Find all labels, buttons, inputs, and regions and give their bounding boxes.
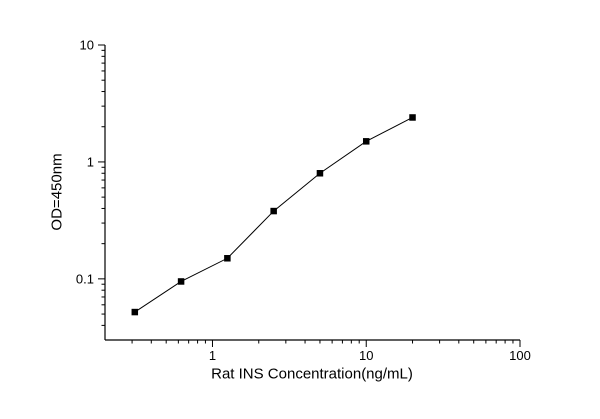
- y-axis-label: OD=450nm: [48, 153, 66, 231]
- data-point-marker: [362, 138, 370, 145]
- data-point-marker: [270, 207, 277, 215]
- x-axis-label: Rat INS Concentration(ng/mL): [211, 365, 413, 383]
- data-point-marker: [316, 170, 324, 177]
- data-point-marker: [224, 255, 231, 262]
- y-tick-label: 1: [87, 154, 94, 169]
- x-tick-label: 100: [509, 348, 531, 363]
- data-point-marker: [409, 114, 416, 121]
- y-tick-label: 10: [80, 38, 94, 53]
- data-point-marker: [131, 308, 139, 316]
- series-line: [134, 117, 413, 313]
- x-tick-label: 10: [359, 348, 373, 363]
- data-point-marker: [177, 278, 185, 285]
- x-tick-label: 1: [209, 348, 216, 363]
- y-tick-label: 0.1: [76, 271, 94, 286]
